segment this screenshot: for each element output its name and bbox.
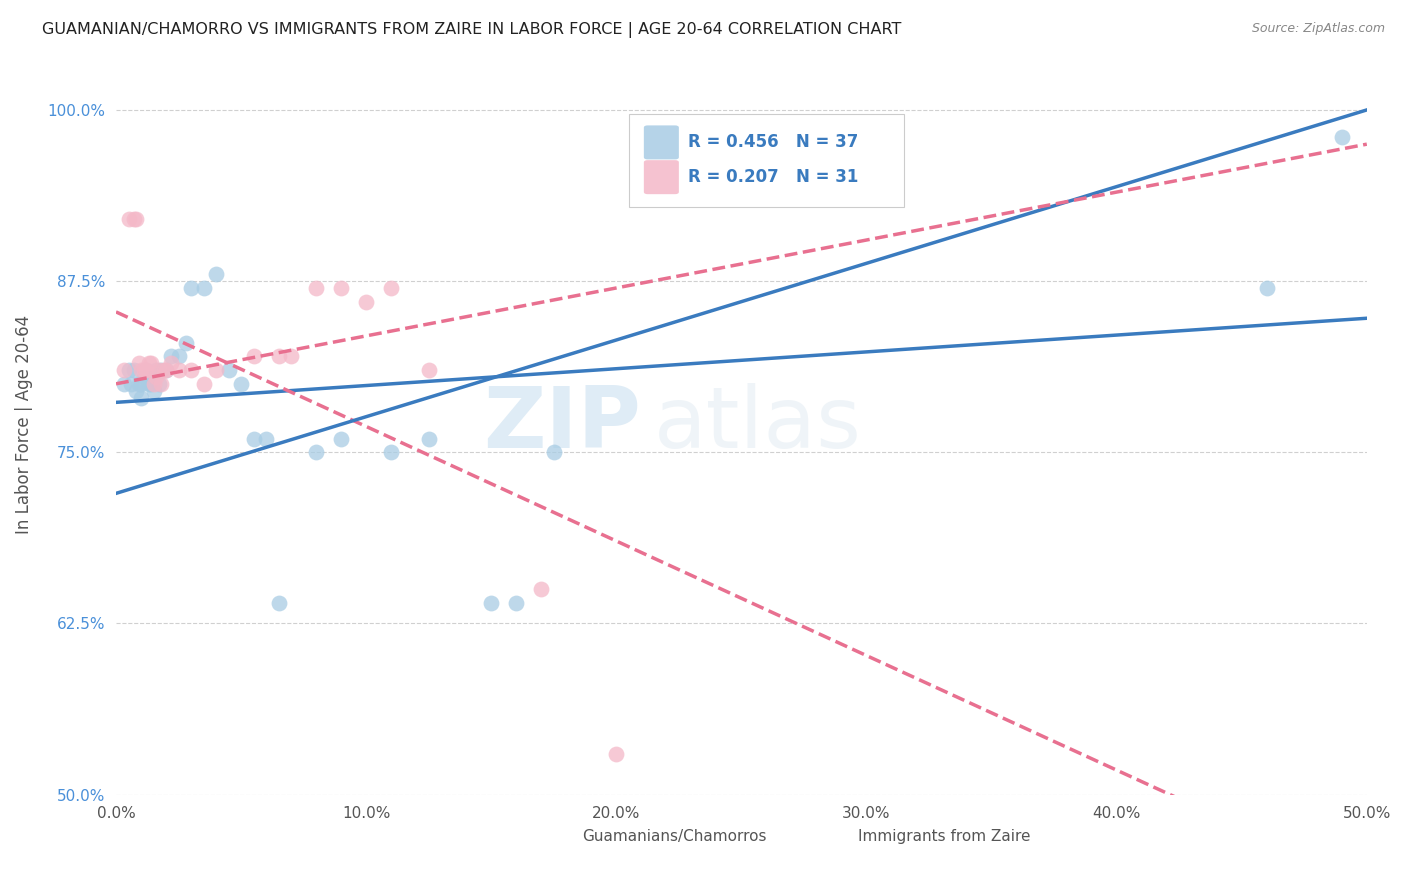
Point (160, 350, 183, 364)
Point (180, 281, 202, 295)
Point (479, 596, 502, 610)
Point (229, 376, 252, 391)
Point (142, 384, 165, 398)
Text: GUAMANIAN/CHAMORRO VS IMMIGRANTS FROM ZAIRE IN LABOR FORCE | AGE 20-64 CORRELATI: GUAMANIAN/CHAMORRO VS IMMIGRANTS FROM ZA… (42, 22, 901, 38)
Y-axis label: In Labor Force | Age 20-64: In Labor Force | Age 20-64 (15, 316, 32, 534)
Point (167, 363, 190, 377)
Text: R = 0.456   N = 37: R = 0.456 N = 37 (688, 134, 858, 152)
Point (1330, 130, 1353, 145)
Point (530, 582, 553, 597)
FancyBboxPatch shape (818, 822, 852, 851)
Point (543, 445, 565, 459)
Point (150, 363, 173, 377)
Text: Immigrants from Zaire: Immigrants from Zaire (858, 830, 1031, 845)
Point (205, 363, 228, 377)
Point (193, 376, 215, 391)
Point (125, 212, 148, 227)
FancyBboxPatch shape (644, 161, 679, 194)
Point (155, 363, 177, 377)
Point (418, 363, 440, 377)
Text: Guamanians/Chamorros: Guamanians/Chamorros (582, 830, 768, 845)
Point (128, 376, 150, 391)
Point (117, 363, 139, 377)
Point (145, 370, 167, 384)
Point (138, 356, 160, 370)
Point (218, 363, 240, 377)
Point (120, 376, 142, 391)
Point (139, 356, 162, 370)
Point (150, 376, 173, 391)
Point (242, 432, 264, 446)
Point (193, 281, 215, 295)
Point (112, 376, 135, 391)
FancyBboxPatch shape (628, 114, 904, 207)
FancyBboxPatch shape (644, 126, 679, 160)
Point (1256, 281, 1278, 295)
Point (132, 370, 155, 384)
Point (152, 363, 174, 377)
Point (148, 363, 170, 377)
Point (280, 350, 302, 364)
Point (380, 281, 402, 295)
Point (117, 212, 139, 227)
Point (135, 363, 157, 377)
Point (160, 356, 183, 370)
Point (330, 281, 353, 295)
Point (380, 445, 402, 459)
Point (267, 350, 290, 364)
Point (135, 363, 157, 377)
Point (180, 363, 202, 377)
Point (148, 376, 170, 391)
Text: R = 0.207   N = 31: R = 0.207 N = 31 (688, 169, 858, 186)
Text: atlas: atlas (654, 384, 862, 467)
Point (129, 363, 152, 377)
Point (138, 376, 160, 391)
FancyBboxPatch shape (544, 822, 576, 851)
Point (505, 596, 527, 610)
Point (128, 356, 150, 370)
Point (155, 363, 177, 377)
Point (205, 267, 228, 281)
Point (354, 294, 377, 309)
Point (132, 363, 155, 377)
Point (242, 350, 264, 364)
Point (112, 363, 135, 377)
Point (125, 384, 148, 398)
Point (305, 445, 328, 459)
Point (129, 376, 152, 391)
Text: ZIP: ZIP (484, 384, 641, 467)
Point (145, 363, 167, 377)
Point (129, 391, 152, 405)
Point (605, 747, 627, 761)
Point (254, 432, 277, 446)
Point (167, 350, 190, 364)
Point (139, 376, 162, 391)
Point (122, 212, 145, 227)
Point (142, 376, 165, 391)
Point (305, 281, 328, 295)
Text: Source: ZipAtlas.com: Source: ZipAtlas.com (1251, 22, 1385, 36)
Point (174, 335, 197, 350)
Point (418, 432, 440, 446)
Point (122, 363, 145, 377)
Point (330, 432, 353, 446)
Point (267, 596, 290, 610)
